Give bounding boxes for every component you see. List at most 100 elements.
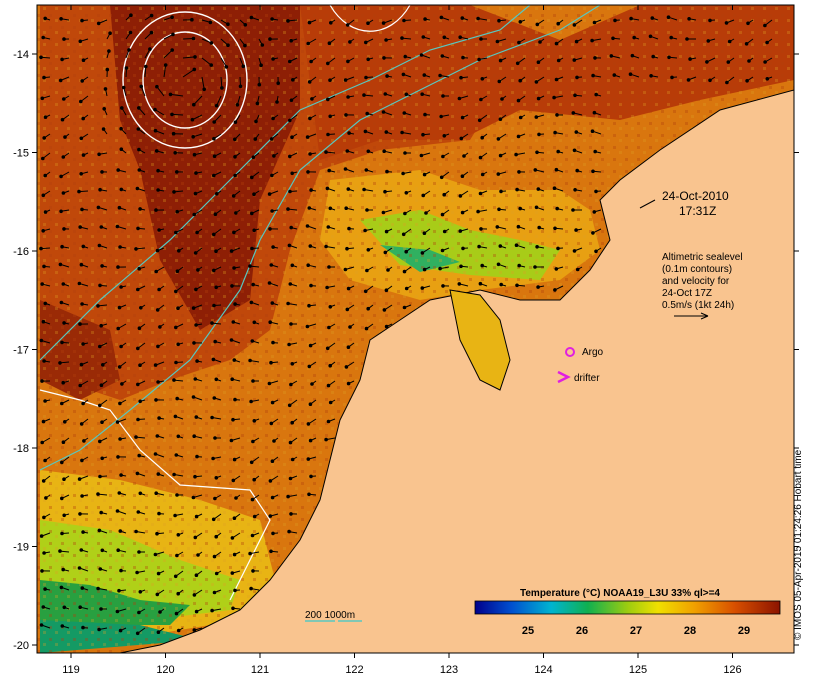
velocity-arrowhead bbox=[498, 117, 503, 121]
velocity-arrowhead bbox=[96, 586, 100, 591]
sealevel-contour-south bbox=[39, 389, 271, 601]
velocity-arrowhead bbox=[287, 403, 292, 408]
velocity-arrowhead bbox=[422, 231, 427, 235]
velocity-arrowhead bbox=[289, 225, 294, 230]
velocity-arrowhead bbox=[192, 628, 197, 632]
velocity-arrowhead bbox=[609, 54, 614, 58]
velocity-arrowhead bbox=[79, 548, 84, 552]
velocity-arrowhead bbox=[535, 245, 539, 249]
velocity-arrowhead bbox=[401, 171, 405, 176]
velocity-arrowhead bbox=[259, 63, 263, 67]
velocity-arrow bbox=[171, 113, 184, 116]
velocity-arrowhead bbox=[270, 301, 275, 305]
velocity-arrowhead bbox=[250, 497, 255, 502]
velocity-arrowhead bbox=[271, 245, 275, 249]
velocity-arrowhead bbox=[168, 92, 173, 97]
velocity-arrowhead bbox=[62, 227, 66, 231]
velocity-arrowhead bbox=[515, 61, 520, 66]
velocity-arrowhead bbox=[135, 570, 139, 575]
velocity-arrowhead bbox=[78, 383, 82, 388]
velocity-arrowhead bbox=[138, 491, 143, 496]
velocity-arrowhead bbox=[208, 20, 213, 25]
x-tick-label: 126 bbox=[723, 664, 741, 676]
velocity-arrowhead bbox=[80, 207, 84, 212]
velocity-arrowhead bbox=[102, 107, 106, 111]
velocity-arrowhead bbox=[383, 92, 388, 96]
velocity-arrowhead bbox=[138, 363, 142, 368]
velocity-arrowhead bbox=[534, 115, 539, 119]
velocity-arrowhead bbox=[233, 397, 237, 402]
velocity-arrowhead bbox=[191, 495, 196, 500]
velocity-arrowhead bbox=[307, 20, 312, 25]
velocity-arrowhead bbox=[286, 494, 290, 499]
velocity-arrowhead bbox=[243, 43, 247, 48]
velocity-arrowhead bbox=[173, 151, 177, 155]
velocity-arrowhead bbox=[153, 452, 158, 456]
credit-label: © IMOS 05-Apr-2015 01:24:26 Hobart time bbox=[793, 449, 804, 640]
velocity-arrowhead bbox=[192, 67, 197, 72]
velocity-arrowhead bbox=[98, 474, 102, 479]
velocity-arrowhead bbox=[255, 101, 260, 106]
velocity-arrowhead bbox=[252, 228, 256, 233]
velocity-arrowhead bbox=[269, 549, 273, 554]
velocity-arrowhead bbox=[252, 192, 256, 196]
argo-marker bbox=[565, 347, 575, 357]
velocity-arrowhead bbox=[117, 588, 121, 593]
velocity-arrowhead bbox=[515, 187, 519, 192]
velocity-arrowhead bbox=[156, 472, 161, 476]
velocity-arrowhead bbox=[747, 59, 751, 63]
velocity-arrow bbox=[170, 93, 184, 97]
velocity-arrowhead bbox=[267, 281, 272, 285]
velocity-arrowhead bbox=[324, 244, 328, 249]
velocity-arrowhead bbox=[421, 132, 425, 137]
velocity-arrowhead bbox=[211, 517, 216, 522]
velocity-arrowhead bbox=[497, 79, 502, 84]
velocity-arrowhead bbox=[251, 379, 255, 383]
velocity-arrowhead bbox=[234, 496, 238, 500]
velocity-arrowhead bbox=[80, 458, 84, 463]
velocity-arrowhead bbox=[115, 224, 120, 229]
velocity-arrowhead bbox=[135, 186, 140, 191]
velocity-arrowhead bbox=[62, 37, 66, 41]
velocity-arrowhead bbox=[666, 15, 671, 20]
velocity-arrows bbox=[39, 13, 773, 636]
velocity-arrowhead bbox=[41, 319, 46, 324]
velocity-arrowhead bbox=[556, 246, 560, 251]
velocity-arrowhead bbox=[115, 609, 120, 614]
colorbar-tick-label: 28 bbox=[684, 625, 696, 637]
velocity-arrowhead bbox=[364, 168, 369, 172]
velocity-arrowhead bbox=[687, 17, 691, 21]
velocity-arrowhead bbox=[384, 38, 388, 42]
velocity-arrowhead bbox=[80, 79, 84, 83]
velocity-arrowhead bbox=[249, 460, 254, 465]
velocity-arrowhead bbox=[77, 189, 81, 194]
velocity-arrowhead bbox=[243, 23, 248, 27]
velocity-arrowhead bbox=[552, 95, 556, 100]
velocity-arrowhead bbox=[194, 573, 199, 578]
velocity-arrowhead bbox=[496, 172, 501, 176]
velocity-arrowhead bbox=[362, 93, 366, 97]
velocity-arrowhead bbox=[252, 514, 257, 519]
velocity-arrowhead bbox=[39, 55, 43, 60]
velocity-arrowhead bbox=[553, 226, 557, 231]
velocity-arrowhead bbox=[422, 172, 427, 177]
velocity-arrowhead bbox=[514, 152, 518, 157]
velocity-arrowhead bbox=[271, 116, 275, 121]
velocity-arrowhead bbox=[212, 303, 216, 308]
velocity-arrowhead bbox=[708, 18, 712, 23]
velocity-arrowhead bbox=[80, 302, 84, 306]
velocity-arrowhead bbox=[518, 115, 523, 120]
velocity-arrowhead bbox=[572, 148, 577, 153]
velocity-arrowhead bbox=[231, 194, 236, 198]
velocity-arrowhead bbox=[154, 398, 158, 402]
velocity-arrowhead bbox=[326, 383, 331, 388]
velocity-arrowhead bbox=[688, 57, 692, 61]
velocity-arrowhead bbox=[271, 340, 275, 345]
velocity-arrowhead bbox=[439, 15, 444, 20]
velocity-arrowhead bbox=[347, 226, 351, 231]
sealevel-contour-inner bbox=[142, 31, 228, 129]
velocity-arrowhead bbox=[213, 496, 217, 501]
velocity-arrowhead bbox=[458, 194, 463, 198]
velocity-arrowhead bbox=[174, 289, 178, 294]
velocity-arrowhead bbox=[173, 414, 178, 419]
